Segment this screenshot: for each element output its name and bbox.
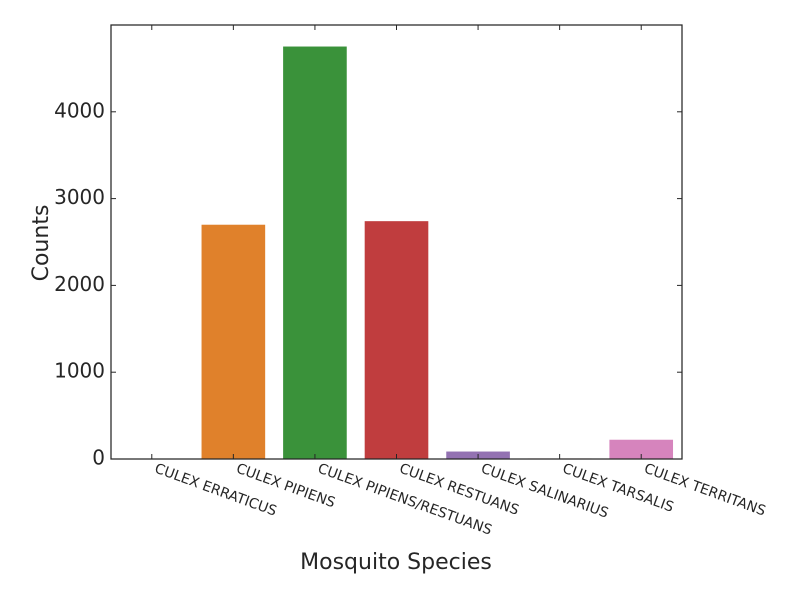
bar-culex-territans: [609, 439, 674, 459]
y-axis-ticks: 0 1000 2000 3000 4000: [54, 98, 682, 470]
y-tick-label: 2000: [54, 272, 105, 296]
bar-culex-pipiens: [201, 224, 266, 459]
y-tick-label: 0: [92, 446, 105, 470]
x-axis-label: Mosquito Species: [300, 550, 492, 575]
bar-culex-pipiens-restuans: [283, 46, 347, 460]
y-tick-label: 1000: [54, 359, 105, 383]
y-tick-label: 4000: [54, 98, 105, 122]
y-tick-label: 3000: [54, 185, 105, 209]
bars-group: [119, 46, 674, 460]
bar-culex-restuans: [364, 221, 429, 459]
y-axis-label: Counts: [29, 205, 54, 282]
